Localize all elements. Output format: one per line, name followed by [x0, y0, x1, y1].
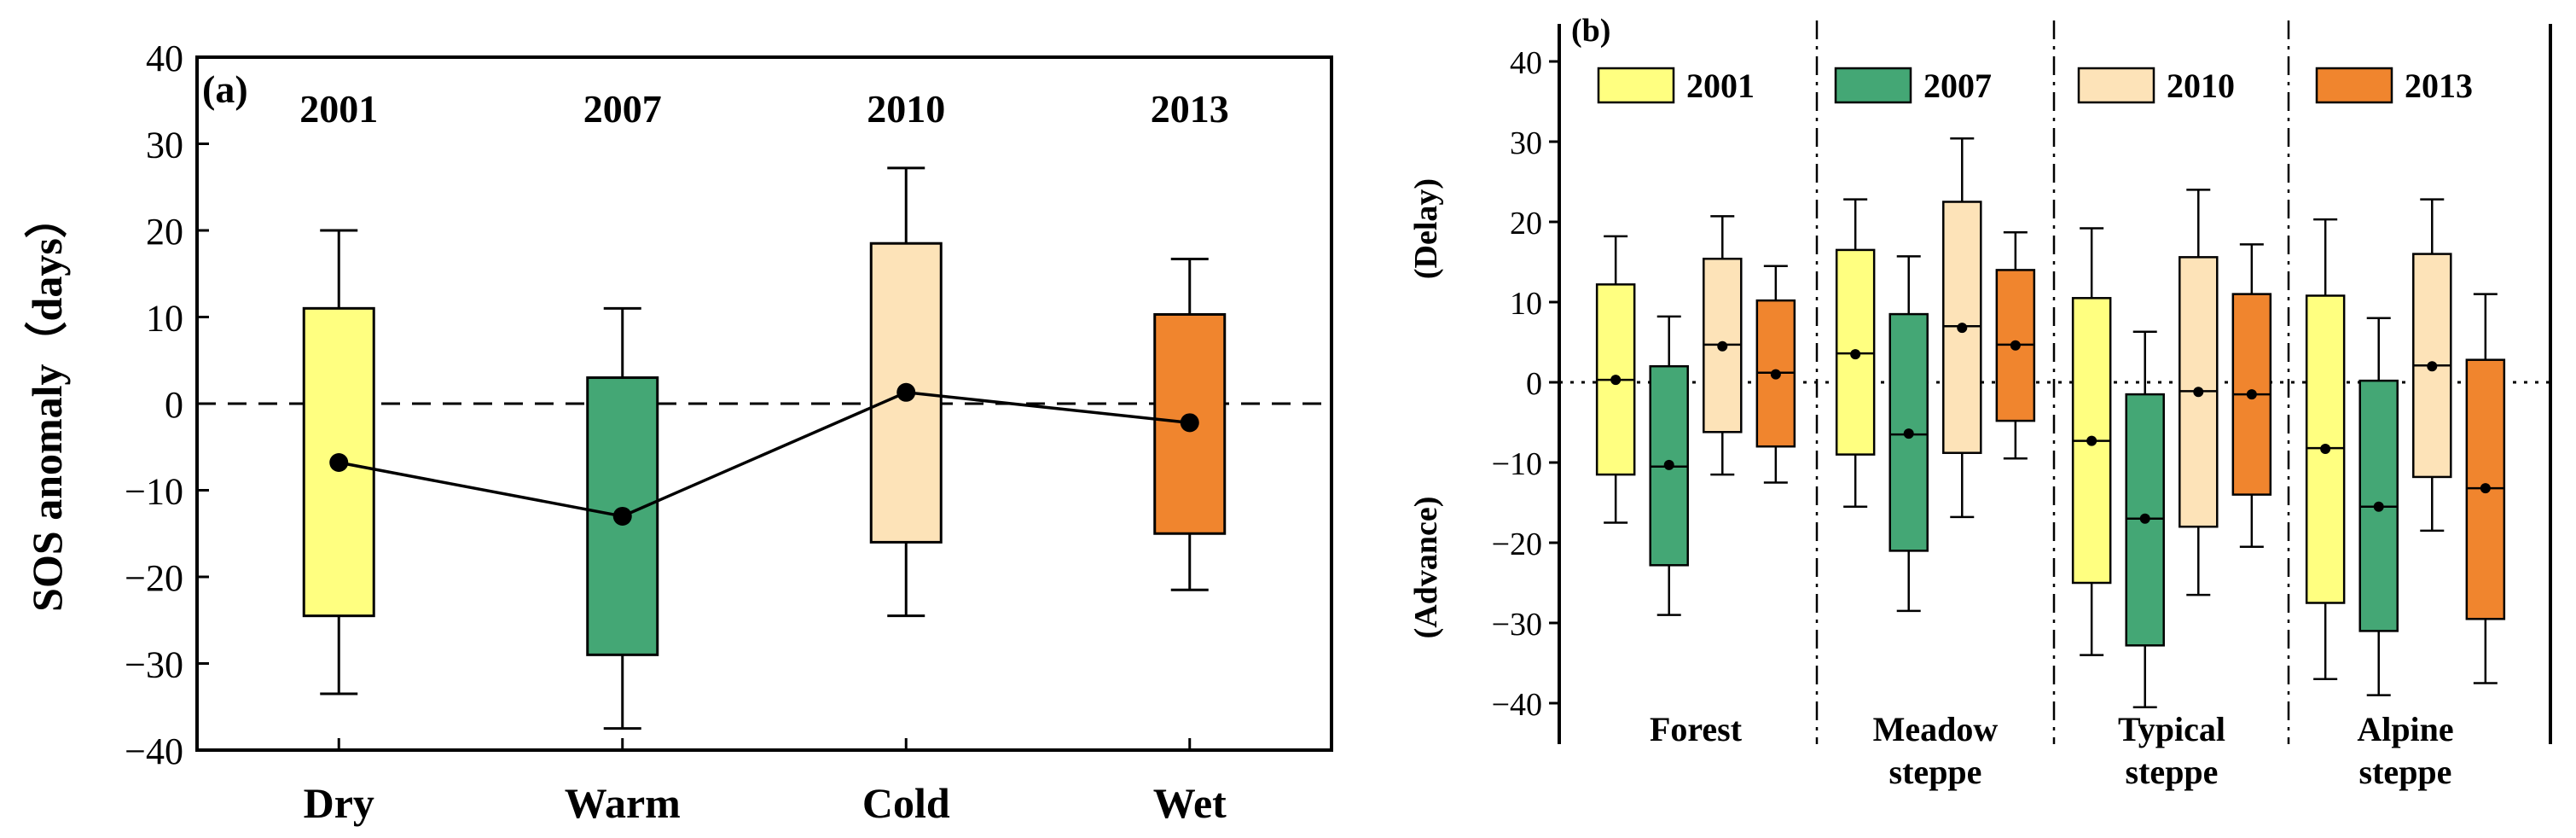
- legend-swatch-2001: [1597, 67, 1675, 104]
- panel-a-label: (a): [202, 67, 248, 111]
- box-mean-point: [2193, 387, 2204, 398]
- y-tick-label: 40: [146, 38, 183, 79]
- box-mean-point: [2086, 435, 2097, 446]
- category-label: Wet: [1153, 779, 1227, 827]
- box-mean-point: [1957, 323, 1968, 334]
- y-tick-label: −40: [125, 730, 183, 772]
- panel-b-group-dividers: [1815, 20, 2290, 744]
- panel-b-group-labels: Forest Meadow steppe Typical steppe Alpine ste…: [1650, 710, 2454, 791]
- year-label: 2013: [1151, 87, 1229, 131]
- legend-swatch-2013: [2315, 67, 2393, 104]
- category-label: Cold: [862, 779, 950, 827]
- y-tick-label: 0: [1526, 366, 1542, 402]
- legend-swatch-2010: [2077, 67, 2155, 104]
- panel-a-y-axis-title: SOS anomaly（days）: [23, 195, 71, 612]
- group-label-line1: Alpine: [2357, 710, 2453, 748]
- panel-a-mean-line: [338, 391, 1190, 518]
- box-mean-point: [2320, 444, 2331, 455]
- y-tick-label: 20: [146, 211, 183, 253]
- panel-a-y-axis: 40 30 20 10 0 −10 −20 −30 −40: [125, 38, 209, 772]
- box-mean-point: [1770, 369, 1781, 380]
- y-tick-label: 30: [146, 125, 183, 166]
- legend-label: 2001: [1686, 67, 1755, 105]
- box-mean-point: [1717, 340, 1728, 352]
- category-label: Warm: [565, 779, 681, 827]
- panel-b-label: (b): [1571, 13, 1610, 49]
- legend-swatch-2007: [1834, 67, 1912, 104]
- legend-label: 2007: [1923, 67, 1992, 105]
- box-mean-point: [2480, 483, 2491, 494]
- y-tick-label: 10: [1510, 286, 1542, 322]
- box-mean-point: [2373, 501, 2384, 512]
- y-tick-label: 40: [1510, 45, 1542, 81]
- mean-point: [612, 506, 632, 526]
- y-tick-label: 10: [146, 298, 183, 340]
- y-tick-label: −10: [125, 471, 183, 513]
- mean-point: [1180, 413, 1199, 433]
- group-label-line1: Forest: [1650, 710, 1743, 748]
- group-label-line1: Meadow: [1873, 710, 1999, 748]
- panel-a-mean-points: [329, 382, 1199, 526]
- y-tick-label: −30: [125, 644, 183, 686]
- panel-b-boxes: [1595, 137, 2506, 708]
- box-mean-point: [1663, 459, 1674, 470]
- panel-a-category-labels: Dry Warm Cold Wet: [304, 779, 1227, 827]
- panel-a-year-labels: 2001 2007 2010 2013: [299, 87, 1229, 131]
- year-label: 2001: [299, 87, 378, 131]
- panel-b-delay-label: (Delay): [1408, 178, 1444, 279]
- box-mean-point: [1850, 349, 1861, 360]
- mean-point: [896, 382, 916, 402]
- panel-b-y-axis: 40 30 20 10 0 −10 −20 −30 −40: [1492, 45, 1559, 723]
- y-tick-label: 0: [165, 384, 183, 426]
- box-mean-point: [2010, 340, 2021, 351]
- box-mean-point: [1610, 375, 1622, 386]
- y-tick-label: −10: [1492, 446, 1542, 482]
- group-label-line1: Typical: [2118, 710, 2225, 748]
- panel-b-advance-label: (Advance): [1408, 497, 1444, 639]
- y-tick-label: −20: [1492, 527, 1542, 562]
- mean-point: [329, 453, 349, 473]
- group-label-line2: steppe: [2126, 753, 2219, 791]
- group-label-line2: steppe: [1889, 753, 1982, 791]
- year-label: 2007: [583, 87, 662, 131]
- year-label: 2010: [867, 87, 945, 131]
- y-tick-label: −30: [1492, 607, 1542, 643]
- y-tick-label: 20: [1510, 206, 1542, 242]
- category-label: Dry: [304, 779, 374, 827]
- panel-b-legend: 2001 2007 2010 2013: [1597, 67, 2473, 105]
- y-tick-label: 30: [1510, 125, 1542, 161]
- box-mean-point: [1903, 428, 1914, 439]
- y-tick-label: −40: [1492, 687, 1542, 723]
- panel-a-x-axis: [337, 738, 1192, 750]
- legend-label: 2013: [2405, 67, 2473, 105]
- group-label-line2: steppe: [2359, 753, 2452, 791]
- y-tick-label: −20: [125, 557, 183, 599]
- panel-a-boxes: [302, 166, 1227, 730]
- box-mean-point: [2246, 389, 2257, 400]
- box-mean-point: [2427, 361, 2438, 372]
- legend-label: 2010: [2167, 67, 2235, 105]
- box-mean-point: [2139, 513, 2150, 524]
